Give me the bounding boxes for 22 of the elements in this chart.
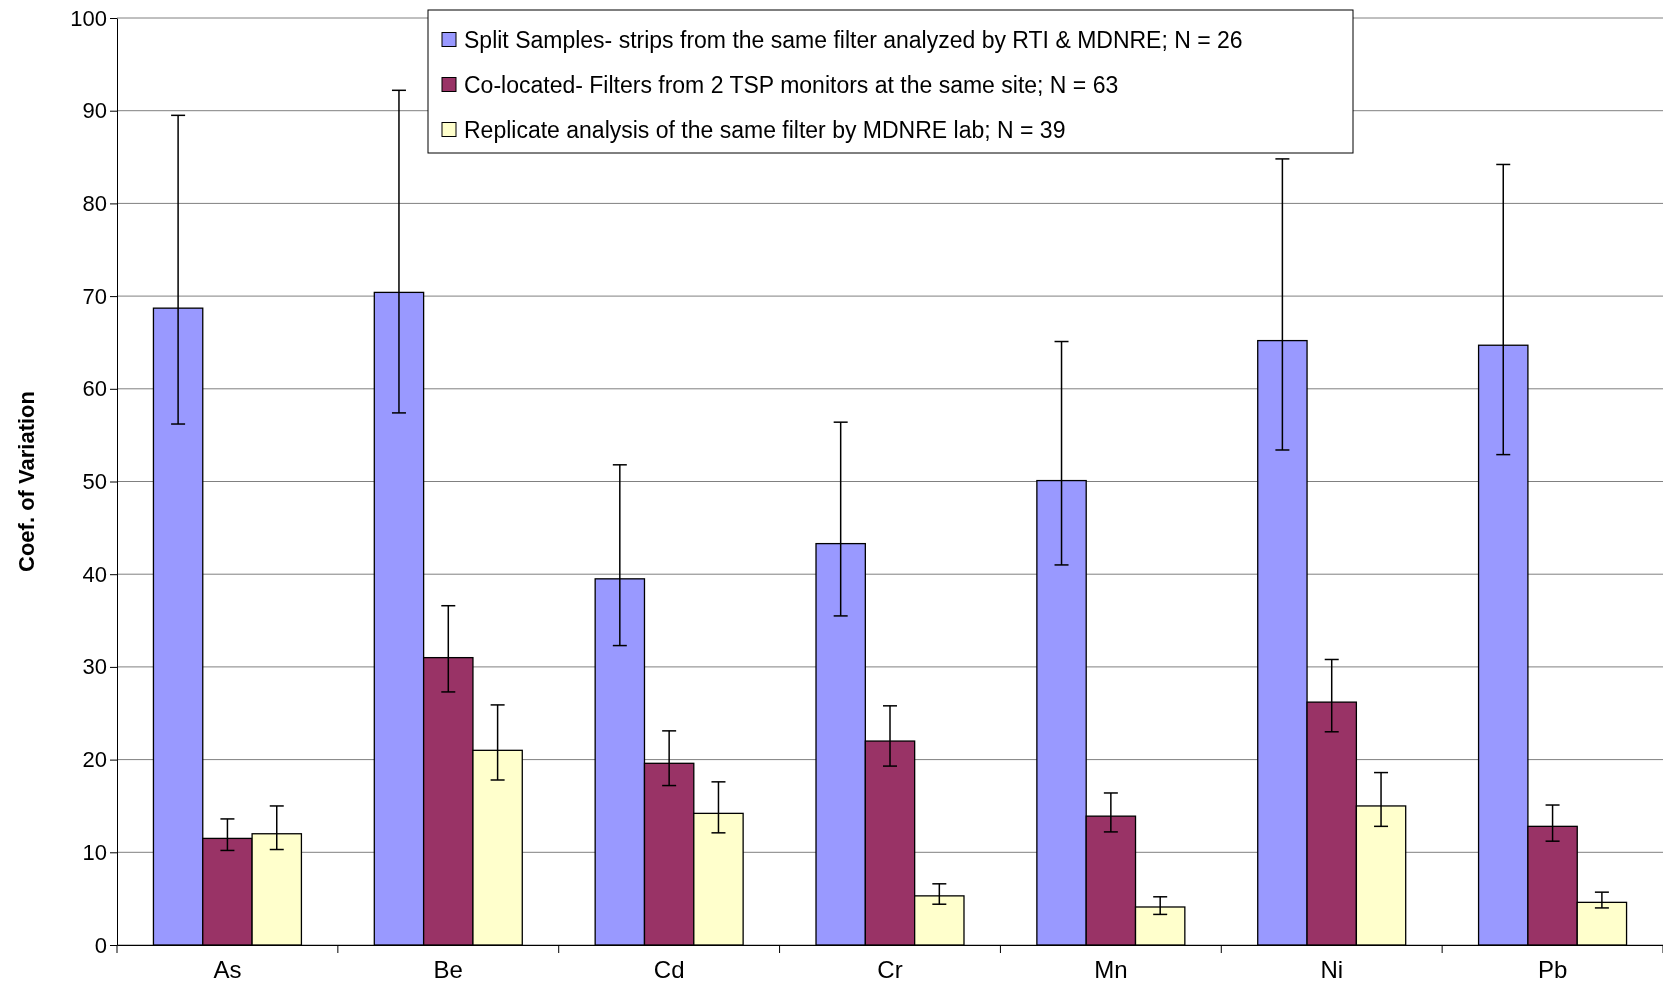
y-tick-label: 30 xyxy=(82,654,107,680)
x-tick-label: Mn xyxy=(1094,956,1128,984)
y-tick-label: 100 xyxy=(70,5,107,31)
legend-label: Replicate analysis of the same filter by MDNRE lab; N = 39 xyxy=(464,116,1066,143)
y-tick-label: 50 xyxy=(82,469,107,495)
y-tick-label: 0 xyxy=(94,932,107,958)
x-tick-label: Cd xyxy=(653,956,685,984)
legend-label: Split Samples- strips from the same filter analyzed by RTI & MDNRE; N = 26 xyxy=(464,26,1243,53)
legend-label: Co-located- Filters from 2 TSP monitors at the same site; N = 63 xyxy=(464,71,1119,98)
x-tick-label: Be xyxy=(433,956,463,984)
x-tick-label: Cr xyxy=(877,956,903,984)
y-tick-label: 10 xyxy=(82,839,107,865)
x-tick-label: Ni xyxy=(1320,956,1344,984)
y-axis-title: Coef. of Variation xyxy=(14,391,39,572)
y-tick-label: 60 xyxy=(82,376,107,402)
y-tick-label: 80 xyxy=(82,190,107,216)
y-tick-label: 20 xyxy=(82,747,107,773)
y-tick-label: 40 xyxy=(82,561,107,587)
x-tick-label: Pb xyxy=(1537,956,1568,984)
y-tick-label: 90 xyxy=(82,98,107,124)
x-tick-label: As xyxy=(213,956,242,984)
y-tick-label: 70 xyxy=(82,283,107,309)
